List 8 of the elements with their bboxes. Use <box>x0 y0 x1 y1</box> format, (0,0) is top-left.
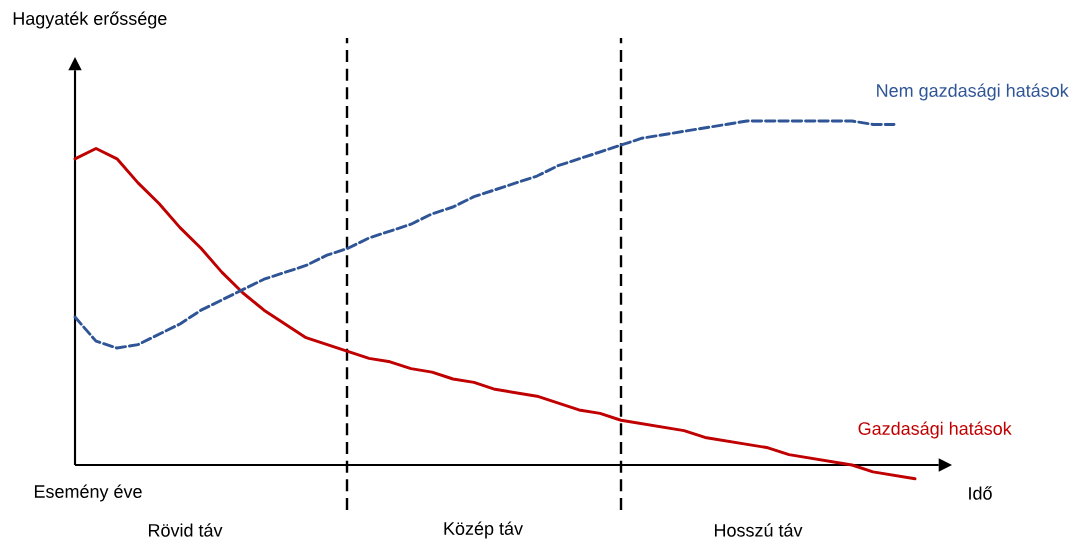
text: Közép táv <box>444 521 523 539</box>
text: Hosszú táv <box>714 523 803 537</box>
text: Hagyaték erőssége <box>13 11 167 29</box>
series-label: Gazdasági hatások <box>858 421 1012 439</box>
x-axis-title: Idő <box>969 486 992 500</box>
text: Esemény éve <box>34 484 142 502</box>
text: Rövid táv <box>148 523 223 537</box>
series-label: Nem gazdasági hatások <box>877 83 1069 101</box>
